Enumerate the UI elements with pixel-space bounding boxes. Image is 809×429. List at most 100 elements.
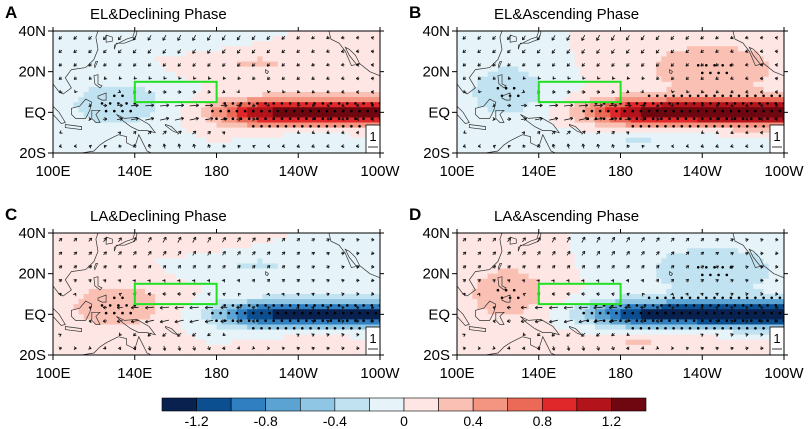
wind-arrow-head [177, 63, 182, 67]
shade-cell [231, 86, 238, 93]
shade-cell [692, 117, 698, 124]
shade-cell [231, 248, 238, 254]
shade-cell [226, 31, 233, 37]
stipple-dot [709, 102, 712, 105]
wind-arrow-head [507, 145, 512, 149]
shade-cell [472, 71, 479, 78]
shade-cell [323, 263, 330, 270]
shade-cell [150, 36, 156, 42]
shade-cell [98, 71, 105, 78]
shade-cell [318, 268, 325, 275]
shade-cell [165, 76, 172, 83]
wind-arrow [596, 49, 601, 54]
shade-cell [594, 41, 601, 47]
shade-cell [732, 66, 739, 73]
shade-cell [211, 268, 218, 275]
shade-cell [666, 56, 673, 63]
shade-cell [548, 76, 555, 83]
shade-cell [344, 61, 350, 68]
shade-cell [349, 61, 356, 68]
shade-cell [308, 263, 315, 270]
shade-cell [196, 273, 202, 280]
shade-cell [293, 137, 299, 144]
shade-cell [282, 127, 289, 134]
shade-cell [293, 233, 299, 239]
shade-cell [211, 142, 218, 149]
shade-cell [533, 71, 540, 78]
shade-cell [308, 142, 315, 149]
wind-arrow-head [355, 49, 360, 54]
y-tick-label: EQ [24, 104, 46, 121]
shade-cell [175, 278, 182, 285]
shade-cell [339, 137, 345, 144]
shade-cell [676, 61, 683, 68]
wind-arrow-head [597, 76, 601, 80]
shade-cell [748, 81, 754, 88]
shade-cell [589, 31, 596, 37]
shade-cell [354, 36, 361, 42]
shade-cell [497, 56, 504, 63]
shade-cell [349, 132, 356, 139]
shade-cell [369, 283, 376, 290]
shade-cell [150, 112, 156, 119]
shade-cell [282, 233, 289, 239]
shade-cell [334, 76, 340, 83]
shade-cell [160, 238, 167, 244]
shade-cell [364, 46, 371, 52]
shade-cell [502, 142, 509, 149]
shade-cell [753, 66, 760, 73]
shade-cell [589, 92, 596, 98]
shade-cell [104, 107, 110, 113]
shade-cell [666, 97, 673, 103]
shade-cell [328, 86, 335, 93]
shade-cell [53, 243, 59, 249]
shade-cell [339, 263, 345, 270]
wind-arrow-head [58, 49, 62, 53]
shade-cell [497, 86, 504, 93]
shade-cell [635, 102, 642, 108]
shade-cell [656, 97, 662, 103]
shade-cell [53, 86, 59, 93]
stipple-dot [602, 117, 606, 120]
shade-cell [267, 288, 274, 295]
shade-cell [318, 122, 325, 129]
shade-cell [334, 61, 340, 68]
shade-cell [528, 56, 535, 63]
stipple-dot [374, 109, 378, 113]
stipple-dot [366, 109, 370, 113]
shade-cell [216, 66, 223, 73]
shade-cell [502, 147, 509, 153]
shade-cell [548, 86, 555, 93]
shade-cell [610, 137, 616, 144]
shade-cell [98, 81, 105, 88]
shade-cell [155, 112, 161, 119]
shade-cell [717, 86, 724, 93]
shade-cell [293, 51, 299, 58]
shade-cell [574, 147, 581, 153]
shade-cell [185, 299, 192, 305]
shade-cell [702, 51, 708, 58]
shade-cell [594, 97, 601, 103]
shade-cell [68, 76, 75, 83]
shade-cell [190, 132, 197, 139]
shade-cell [487, 92, 494, 98]
shade-cell [252, 233, 258, 239]
shade-cell [247, 46, 253, 52]
wind-arrow [159, 104, 170, 107]
wind-arrow-head [715, 130, 720, 134]
wind-arrow-head [326, 35, 330, 40]
wind-arrow-head [628, 117, 632, 121]
shade-cell [272, 238, 279, 244]
wind-arrow-head [88, 103, 92, 107]
shade-cell [487, 41, 494, 47]
shade-cell [313, 56, 320, 63]
shade-cell [676, 36, 683, 42]
shade-cell [165, 81, 172, 88]
shade-cell [155, 71, 161, 78]
shade-cell [150, 46, 156, 52]
wind-arrow-head [640, 50, 645, 54]
shade-cell [231, 76, 238, 83]
shade-cell [308, 102, 315, 108]
shade-cell [134, 31, 141, 37]
shade-cell [247, 248, 253, 254]
